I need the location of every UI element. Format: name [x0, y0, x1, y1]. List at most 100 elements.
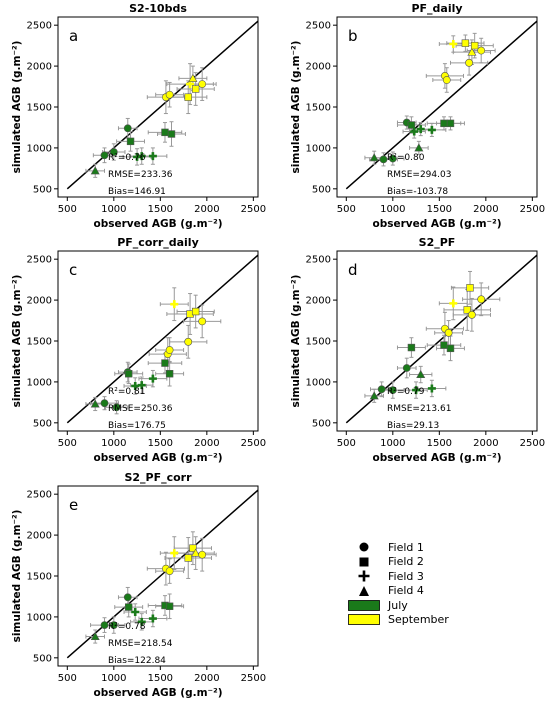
- y-tick-label: 1000: [27, 377, 52, 388]
- data-point-field-4: [90, 166, 100, 175]
- data-point-field-1: [165, 567, 174, 575]
- september-color-patch-icon: [348, 614, 380, 626]
- y-axis-label: simulated AGB (g.m⁻²): [290, 41, 302, 174]
- stat-annotation: R²=0.79: [387, 387, 425, 397]
- data-point-field-1: [100, 621, 109, 629]
- x-tick-label: 1000: [101, 204, 126, 215]
- x-tick-label: 1500: [148, 673, 173, 684]
- x-tick-label: 1500: [427, 204, 452, 215]
- y-tick-label: 2000: [27, 531, 52, 542]
- data-point-field-1: [109, 148, 118, 156]
- data-point-field-1: [198, 550, 207, 559]
- plus-marker-icon: [348, 570, 380, 582]
- data-point-field-1: [109, 621, 118, 629]
- data-point-field-1: [402, 364, 411, 372]
- stat-annotation: RMSE=213.61: [387, 404, 451, 414]
- data-point-field-1: [388, 154, 397, 163]
- legend-item-field-3: Field 3: [348, 569, 449, 584]
- data-point-field-1: [465, 58, 473, 67]
- legend-label: July: [388, 598, 408, 612]
- y-tick-label: 500: [33, 418, 52, 429]
- y-tick-label: 2500: [27, 490, 52, 501]
- data-point-field-1: [477, 46, 486, 55]
- data-point-field-2: [466, 284, 474, 292]
- data-point-field-2: [440, 119, 448, 128]
- y-tick-label: 1500: [27, 103, 52, 114]
- y-tick-label: 500: [312, 184, 331, 195]
- legend-label: Field 3: [388, 569, 424, 583]
- y-tick-label: 2000: [27, 62, 52, 73]
- x-tick-label: 2000: [473, 438, 498, 449]
- data-point-field-3: [137, 152, 146, 161]
- data-point-field-2: [407, 121, 416, 129]
- x-tick-label: 500: [58, 438, 77, 449]
- data-point-field-1: [442, 76, 451, 84]
- data-point-field-1: [165, 346, 174, 354]
- data-point-field-3: [170, 300, 179, 309]
- data-point-field-4: [414, 143, 424, 152]
- data-point-field-3: [148, 614, 157, 623]
- legend-item-september: September: [348, 613, 449, 628]
- x-tick-label: 1000: [380, 204, 405, 215]
- x-tick-label: 2000: [194, 438, 219, 449]
- panel-letter: d: [348, 261, 358, 279]
- x-tick-label: 500: [337, 438, 356, 449]
- panel-title: PF_daily: [411, 2, 462, 15]
- data-point-field-2: [161, 128, 169, 137]
- data-point-field-3: [412, 386, 421, 395]
- x-tick-label: 1500: [148, 204, 173, 215]
- data-point-field-1: [198, 317, 207, 326]
- y-axis-label: simulated AGB (g.m⁻²): [290, 275, 302, 408]
- y-tick-label: 1000: [306, 377, 331, 388]
- x-tick-label: 2000: [473, 204, 498, 215]
- panel-title: S2_PF: [419, 236, 456, 249]
- data-point-field-4: [467, 47, 477, 56]
- data-point-field-1: [123, 124, 132, 133]
- data-point-field-2: [407, 343, 416, 352]
- y-tick-label: 2500: [306, 255, 331, 266]
- data-point-field-2: [167, 130, 176, 138]
- y-tick-label: 1000: [27, 143, 52, 154]
- y-tick-label: 2500: [27, 255, 52, 266]
- x-tick-label: 2500: [241, 673, 266, 684]
- y-tick-label: 500: [312, 418, 331, 429]
- x-tick-label: 2500: [520, 204, 545, 215]
- x-tick-label: 1000: [101, 673, 126, 684]
- panel-d: S2_PF 500 1000 1500 2000 2500 500 1000 1500 2000 2…: [290, 236, 545, 464]
- stat-annotation: Bias=29.13: [387, 421, 439, 431]
- data-point-field-2: [126, 137, 135, 146]
- y-tick-label: 500: [33, 184, 52, 195]
- stat-annotation: RMSE=218.54: [108, 639, 173, 649]
- data-point-field-1: [100, 399, 109, 408]
- circle-marker-icon: [348, 541, 380, 553]
- y-tick-label: 2000: [306, 62, 331, 73]
- data-point-field-2: [446, 119, 455, 128]
- data-point-field-1: [477, 295, 486, 304]
- x-axis-label: observed AGB (g.m⁻²): [93, 452, 222, 464]
- panel-e: S2_PF_corr 500 1000 1500 2000 2500 500 1000 1500…: [11, 471, 266, 699]
- data-point-field-2: [440, 341, 448, 349]
- data-point-field-3: [170, 549, 179, 558]
- data-point-field-1: [165, 90, 174, 99]
- x-tick-label: 500: [337, 204, 356, 215]
- data-point-field-2: [124, 370, 133, 378]
- y-tick-label: 1500: [306, 103, 331, 114]
- data-point-field-3: [148, 374, 157, 383]
- panel-title: S2-10bds: [129, 2, 187, 15]
- data-point-field-4: [191, 548, 201, 557]
- data-point-field-2: [191, 307, 200, 316]
- x-tick-label: 2500: [520, 438, 545, 449]
- x-tick-label: 1500: [427, 438, 452, 449]
- data-point-field-3: [449, 40, 458, 48]
- x-tick-label: 500: [58, 673, 77, 684]
- data-point-field-2: [184, 93, 192, 101]
- data-point-field-1: [112, 403, 121, 412]
- data-point-field-4: [90, 631, 100, 641]
- data-point-field-2: [189, 544, 197, 552]
- x-tick-label: 2000: [194, 673, 219, 684]
- legend-item-field-2: Field 2: [348, 555, 449, 570]
- stat-annotation: Bias=176.75: [108, 421, 166, 431]
- identity-line: [345, 20, 537, 190]
- data-point-field-3: [449, 299, 458, 308]
